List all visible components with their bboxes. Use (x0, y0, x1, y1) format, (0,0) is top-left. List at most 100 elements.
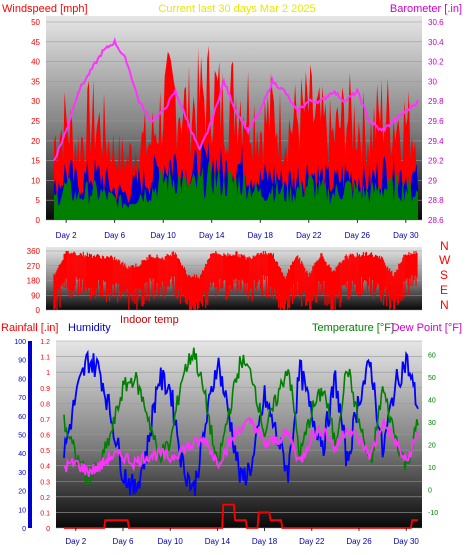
top-right-tick-label: 30 (428, 77, 437, 86)
rain-tick-label: 0 (46, 526, 50, 533)
top-x-tick-label: Day 26 (345, 231, 371, 240)
top-right-tick-label: 30.2 (428, 58, 444, 67)
top-right-tick-label: 30.6 (428, 18, 444, 27)
humidity-tick-label: 30 (18, 470, 26, 477)
rain-tick-label: 0.3 (40, 479, 50, 486)
top-x-tick-label: Day 30 (393, 231, 419, 240)
lower-gridlines (56, 340, 422, 529)
rain-tick-label: 0.6 (40, 433, 50, 440)
rain-tick-label: 0.2 (40, 495, 50, 502)
top-left-tick-label: 25 (31, 117, 40, 126)
direction-series-layer (46, 250, 422, 311)
lower-x-tick-label: Day 26 (346, 537, 372, 546)
rain-tick-label: 0.9 (40, 386, 50, 393)
temp-tick-label: 20 (428, 443, 436, 450)
direction-tick-label: 0 (36, 306, 41, 315)
direction-label-s: S (440, 268, 448, 282)
lower-series-layer (63, 347, 419, 529)
temperature-line (63, 347, 419, 486)
top-x-tick-label: Day 2 (56, 231, 77, 240)
direction-label-n-top: N (440, 239, 449, 253)
humidity-tick-label: 80 (18, 376, 26, 383)
temp-tick-label: 40 (428, 398, 436, 405)
top-left-tick-label: 15 (31, 157, 40, 166)
top-x-tick-label: Day 14 (199, 231, 225, 240)
humidity-tick-label: 40 (18, 451, 26, 458)
top-right-tick-label: 29.2 (428, 157, 444, 166)
temp-tick-label: 30 (428, 420, 436, 427)
rain-tick-label: 1 (46, 370, 50, 377)
windspeed-title: Windspeed [mph] (2, 3, 88, 15)
humidity-line (63, 349, 419, 496)
top-right-tick-label: 29 (428, 176, 437, 185)
lower-x-tick-label: Day 10 (158, 537, 184, 546)
dew-point-title: Dew Point [°F] (392, 322, 462, 334)
rain-tick-label: 1.2 (40, 339, 50, 346)
humidity-tick-label: 50 (18, 433, 26, 440)
top-right-tick-label: 29.6 (428, 117, 444, 126)
rain-tick-label: 0.1 (40, 510, 50, 517)
humidity-tick-label: 10 (18, 507, 26, 514)
top-left-tick-label: 40 (31, 58, 40, 67)
top-left-tick-label: 5 (36, 196, 41, 205)
temp-tick-label: 60 (428, 353, 436, 360)
lower-x-tick-label: Day 30 (394, 537, 420, 546)
lower-x-tick-label: Day 18 (252, 537, 278, 546)
indoor-temp-title: Indoor temp (120, 314, 179, 326)
lower-x-tick-label: Day 2 (65, 537, 86, 546)
temp-tick-label: 0 (428, 488, 432, 495)
direction-tick-label: 90 (31, 291, 40, 300)
rain-tick-label: 0.7 (40, 417, 50, 424)
humidity-tick-label: 60 (18, 414, 26, 421)
top-right-tick-label: 29.8 (428, 97, 444, 106)
chart-title: Current last 30 days Mar 2 2025 (158, 3, 315, 15)
top-right-tick-label: 28.6 (428, 216, 444, 225)
top-left-tick-label: 20 (31, 137, 40, 146)
top-left-tick-label: 35 (31, 77, 40, 86)
humidity-tick-label: 0 (22, 526, 26, 533)
direction-label-w: W (439, 253, 451, 267)
top-series-layer (53, 37, 419, 220)
direction-tick-label: 180 (27, 277, 41, 286)
lower-x-tick-label: Day 6 (113, 537, 134, 546)
rain-tick-label: 0.8 (40, 401, 50, 408)
top-left-tick-label: 30 (31, 97, 40, 106)
top-x-tick-label: Day 6 (104, 231, 125, 240)
lower-x-tick-label: Day 14 (205, 537, 231, 546)
lower-x-tick-label: Day 22 (299, 537, 325, 546)
dew-point-line (63, 416, 419, 477)
axes-layer: 0510152025303540455028.628.82929.229.429… (14, 18, 444, 546)
barometer-line (53, 37, 419, 162)
top-left-tick-label: 45 (31, 38, 40, 47)
temp-tick-label: 10 (428, 465, 436, 472)
humidity-tick-label: 90 (18, 358, 26, 365)
top-x-tick-label: Day 18 (248, 231, 274, 240)
rainfall-title: Rainfall [.in] (1, 322, 58, 334)
barometer-title: Barometer [.in] (390, 3, 462, 15)
rain-tick-label: 0.4 (40, 464, 50, 471)
humidity-tick-label: 70 (18, 395, 26, 402)
direction-label-n-bottom: N (440, 298, 449, 312)
humidity-scale-bar (28, 341, 32, 528)
top-x-tick-label: Day 10 (151, 231, 177, 240)
temperature-title: Temperature [°F] (312, 322, 394, 334)
top-left-tick-label: 10 (31, 176, 40, 185)
rain-tick-label: 1.1 (40, 355, 50, 362)
humidity-title: Humidity (68, 322, 111, 334)
direction-tick-label: 270 (27, 262, 41, 271)
humidity-tick-label: 20 (18, 489, 26, 496)
top-x-tick-label: Day 22 (296, 231, 322, 240)
direction-tick-label: 360 (27, 247, 41, 256)
humidity-tick-label: 100 (14, 339, 26, 346)
temp-tick-label: -10 (428, 510, 438, 517)
top-right-tick-label: 29.4 (428, 137, 444, 146)
top-left-tick-label: 0 (36, 216, 41, 225)
rain-tick-label: 0.5 (40, 448, 50, 455)
direction-label-e: E (440, 283, 448, 297)
wind-avg-green-area (54, 160, 418, 220)
temp-tick-label: 50 (428, 375, 436, 382)
top-right-tick-label: 28.8 (428, 196, 444, 205)
top-right-tick-label: 30.4 (428, 38, 444, 47)
